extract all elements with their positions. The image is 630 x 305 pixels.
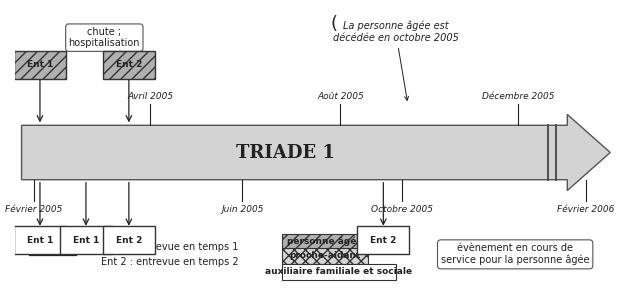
FancyBboxPatch shape (103, 51, 155, 79)
Text: Ent 1: Ent 1 (26, 236, 53, 245)
FancyBboxPatch shape (282, 248, 368, 264)
Text: Ent 1: Ent 1 (26, 60, 53, 69)
Text: chute ;
hospitalisation: chute ; hospitalisation (69, 27, 140, 53)
Text: Ent 2: Ent 2 (116, 60, 142, 69)
Text: évènement en cours de
service pour la personne âgée: évènement en cours de service pour la pe… (441, 243, 590, 265)
Text: Février 2006: Février 2006 (557, 205, 614, 214)
FancyBboxPatch shape (14, 51, 66, 79)
Text: Février 2005: Février 2005 (5, 205, 62, 214)
Text: personne âgée: personne âgée (287, 237, 363, 246)
Text: Octobre 2005: Octobre 2005 (370, 205, 433, 214)
Text: TRIADE 1: TRIADE 1 (236, 143, 335, 162)
Text: Légende:: Légende: (28, 243, 79, 254)
FancyBboxPatch shape (60, 226, 112, 254)
FancyBboxPatch shape (103, 226, 155, 254)
Text: Ent 2: Ent 2 (116, 236, 142, 245)
Text: proche-aidant: proche-aidant (289, 251, 361, 260)
FancyBboxPatch shape (282, 264, 396, 280)
Text: Août 2005: Août 2005 (317, 92, 364, 101)
Text: Ent 2: Ent 2 (370, 236, 396, 245)
FancyBboxPatch shape (14, 226, 66, 254)
Text: Décembre 2005: Décembre 2005 (482, 92, 554, 101)
FancyBboxPatch shape (282, 234, 368, 249)
Text: auxiliaire familiale et sociale: auxiliaire familiale et sociale (265, 267, 413, 276)
Text: (: ( (331, 15, 338, 33)
FancyBboxPatch shape (357, 226, 410, 254)
Text: Ent 2 : entrevue en temps 2: Ent 2 : entrevue en temps 2 (101, 257, 239, 267)
Text: La personne âgée est
décédée en octobre 2005: La personne âgée est décédée en octobre … (333, 20, 459, 100)
FancyArrow shape (21, 114, 610, 191)
Text: Avril 2005: Avril 2005 (127, 92, 173, 101)
Text: Juin 2005: Juin 2005 (221, 205, 263, 214)
Text: Ent 1: Ent 1 (72, 236, 99, 245)
Text: Ent 1 : entrevue en temps 1: Ent 1 : entrevue en temps 1 (101, 242, 239, 252)
